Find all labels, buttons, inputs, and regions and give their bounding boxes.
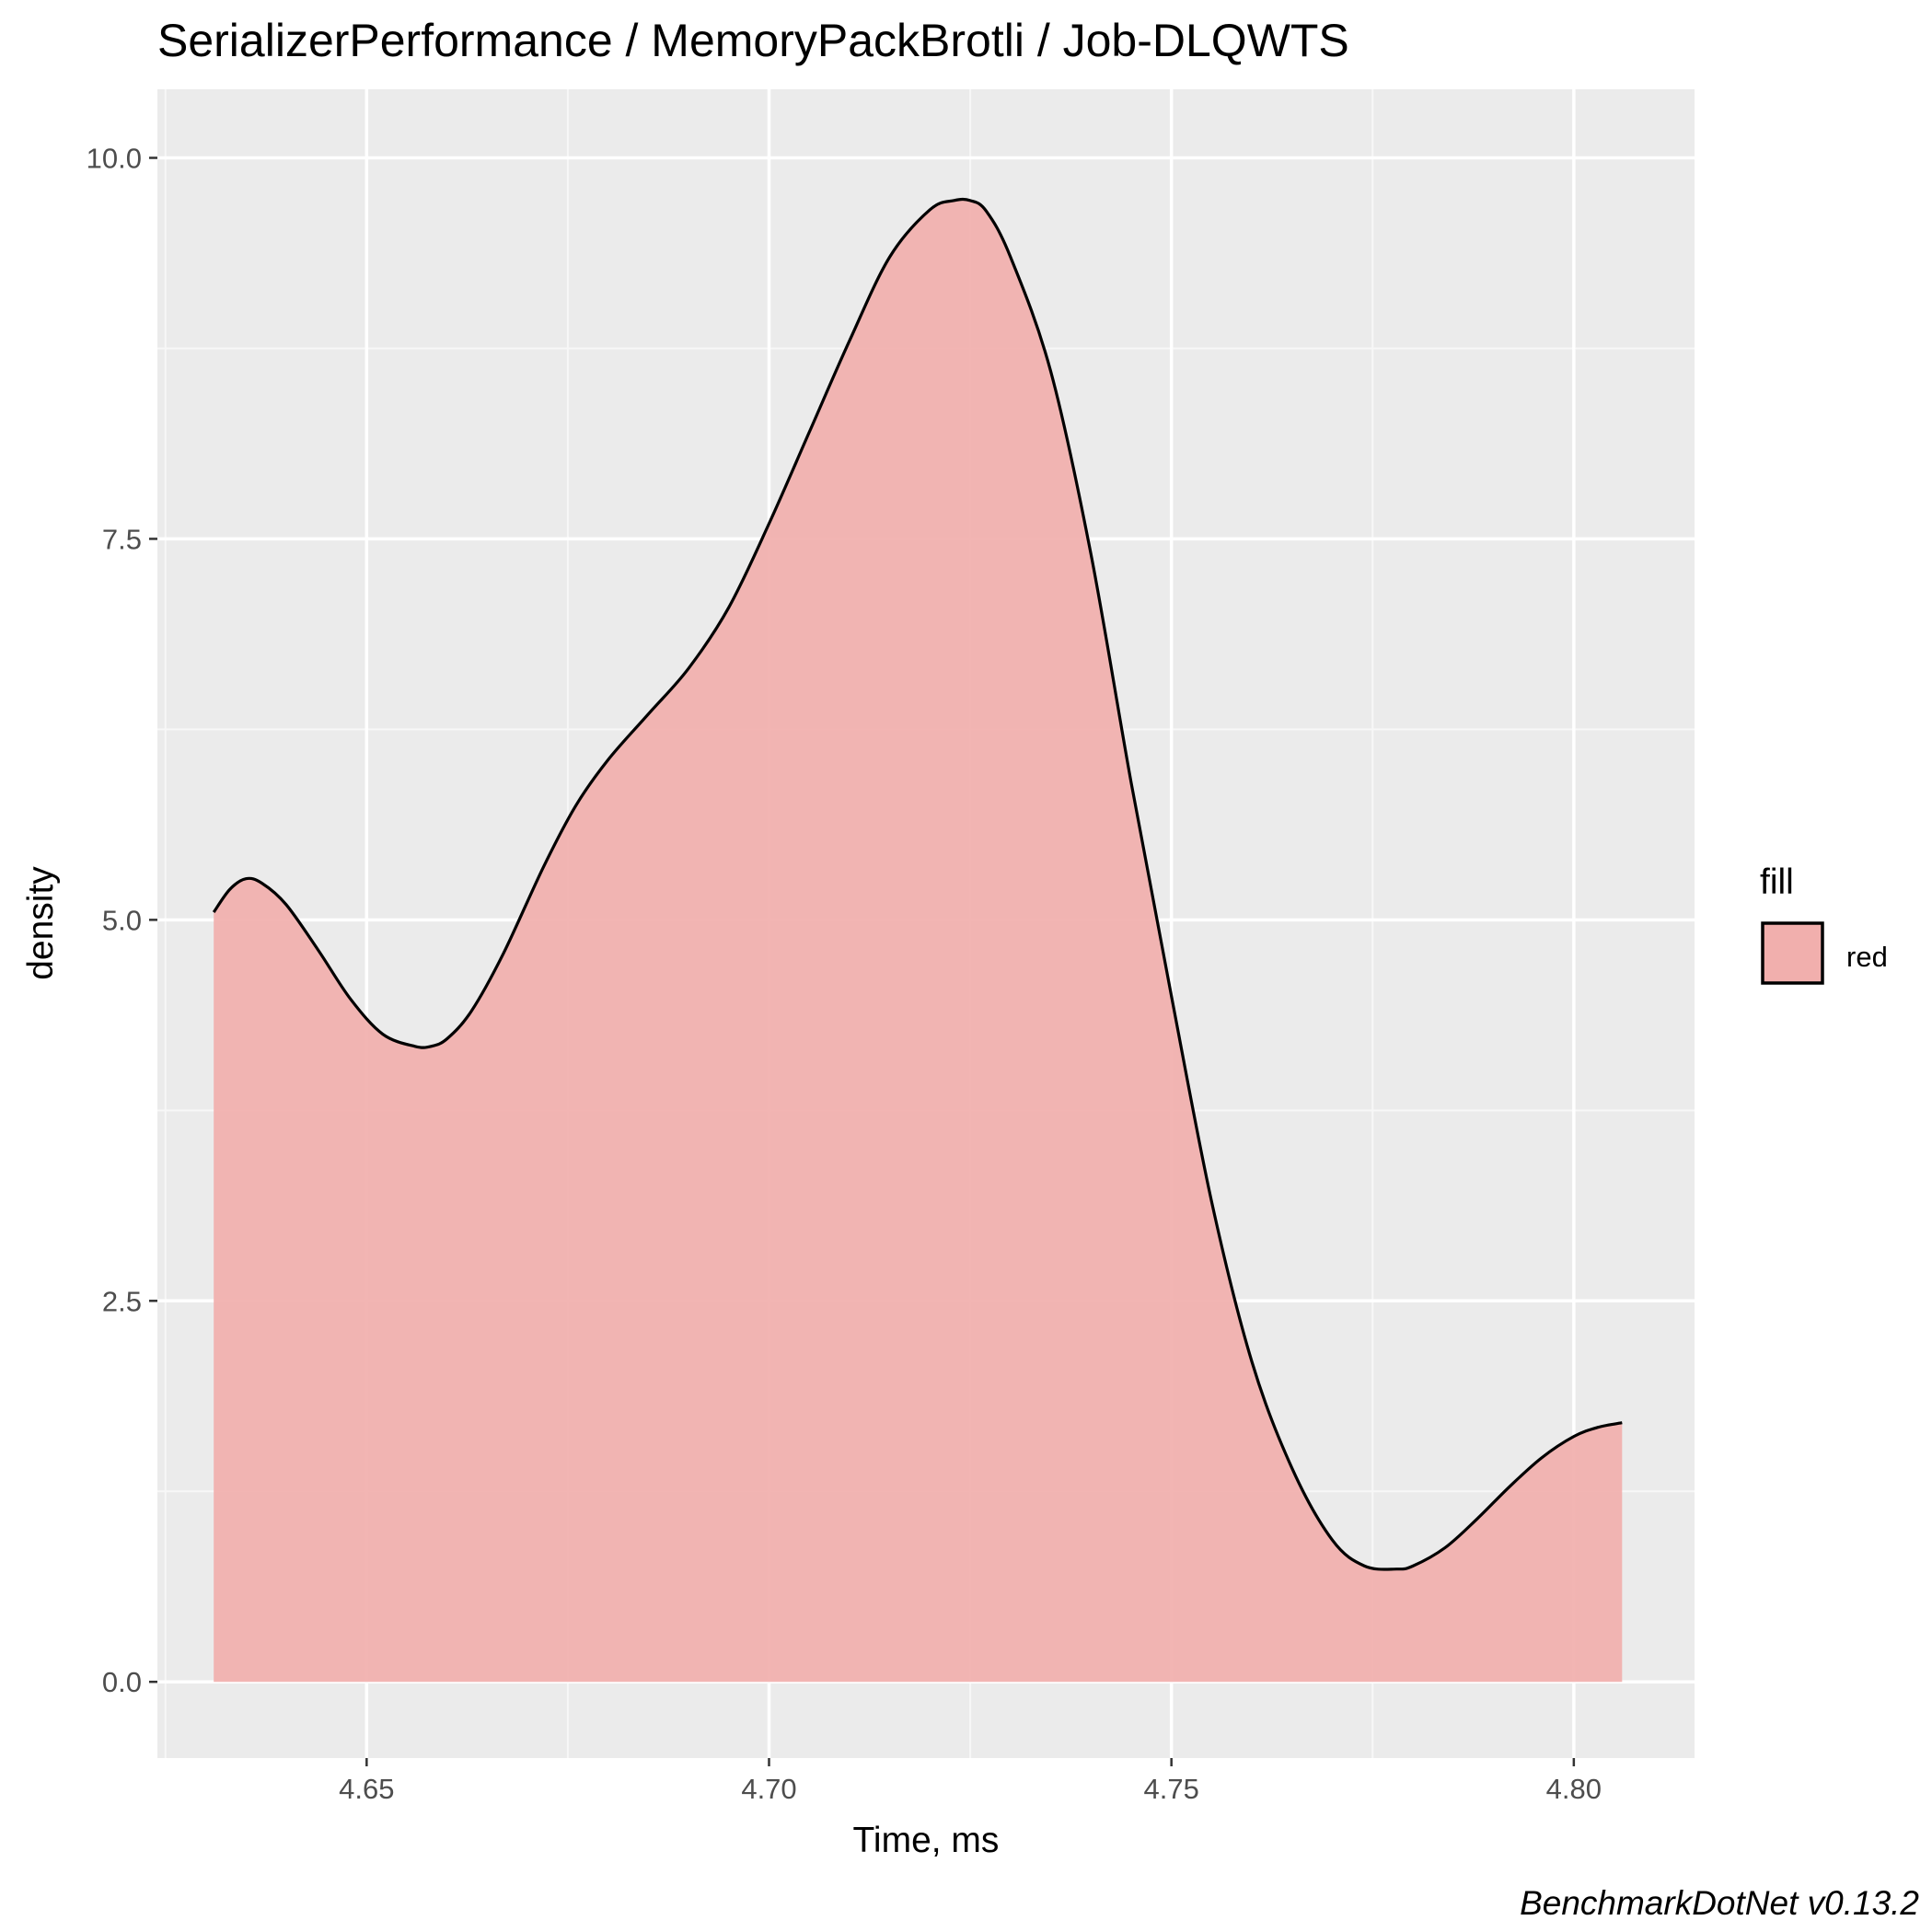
x-tick-label: 4.80 — [1546, 1773, 1602, 1805]
legend-title: fill — [1760, 862, 1794, 902]
caption: BenchmarkDotNet v0.13.2 — [1520, 1884, 1919, 1922]
y-tick-label: 10.0 — [87, 143, 142, 175]
chart-title: SerializerPerformance / MemoryPackBrotli… — [157, 15, 1349, 66]
x-tick-label: 4.65 — [339, 1773, 394, 1805]
x-tick-label: 4.75 — [1144, 1773, 1199, 1805]
y-tick-labels: 0.0 2.5 5.0 7.5 10.0 — [87, 143, 142, 1699]
axis-ticks — [149, 156, 1576, 1766]
y-tick-label: 2.5 — [102, 1285, 142, 1317]
density-curve-line — [212, 197, 1623, 1571]
x-tick-label: 4.70 — [741, 1773, 796, 1805]
y-tick-label: 5.0 — [102, 904, 142, 936]
x-tick-labels: 4.65 4.70 4.75 4.80 — [339, 1773, 1602, 1805]
legend: fill red — [1760, 862, 1888, 985]
y-tick-label: 7.5 — [102, 523, 142, 555]
y-axis-title: density — [21, 866, 61, 980]
legend-key-red — [1761, 921, 1824, 985]
y-tick-label: 0.0 — [102, 1666, 142, 1698]
x-axis-title: Time, ms — [853, 1821, 1000, 1860]
legend-label-red: red — [1846, 941, 1888, 973]
density-area-fill — [214, 199, 1623, 1683]
density-areas — [212, 197, 1623, 1683]
